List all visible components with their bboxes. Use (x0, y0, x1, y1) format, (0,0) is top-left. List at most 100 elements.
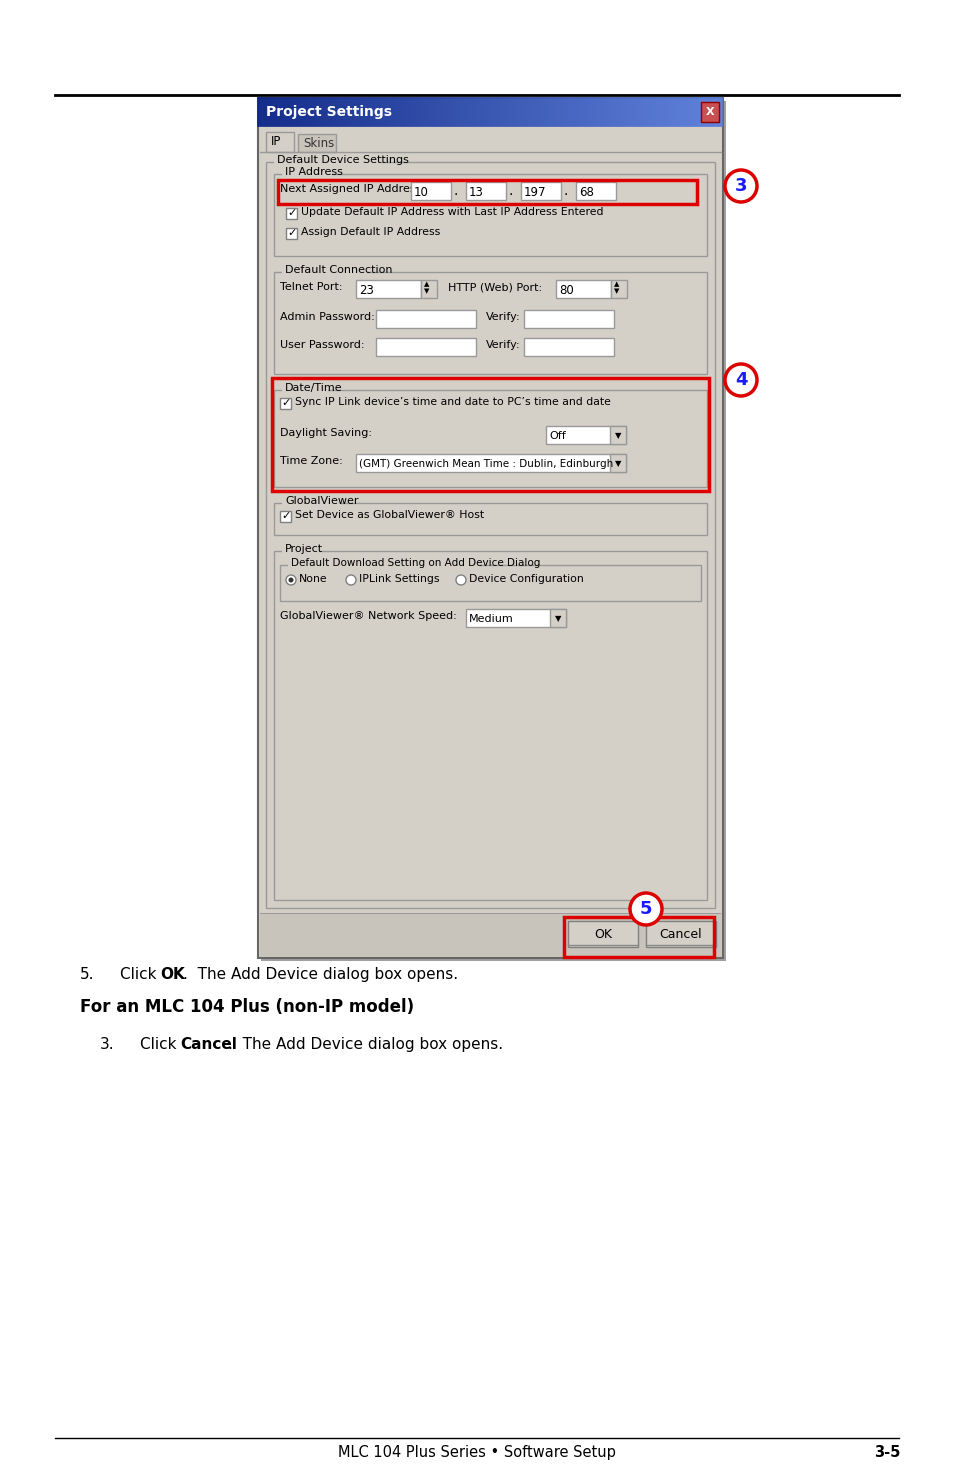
Text: Skins: Skins (303, 137, 334, 150)
Text: Verify:: Verify: (485, 313, 520, 322)
Text: 10: 10 (414, 186, 429, 199)
Bar (610, 280, 626, 298)
Bar (563, 917, 713, 957)
Text: ✓: ✓ (287, 229, 296, 237)
Bar (465, 609, 565, 627)
Bar (282, 264, 367, 277)
Bar (266, 131, 294, 152)
Bar (411, 181, 451, 201)
Bar (282, 496, 340, 509)
Text: Medium: Medium (469, 614, 514, 624)
Text: Click: Click (120, 968, 161, 982)
Text: ▼: ▼ (615, 432, 620, 441)
Text: Time Zone:: Time Zone: (280, 456, 342, 466)
Bar (257, 97, 722, 957)
Bar (274, 153, 381, 168)
Bar (288, 558, 479, 571)
Text: .  The Add Device dialog box opens.: . The Add Device dialog box opens. (183, 968, 457, 982)
Text: GlobalViewer: GlobalViewer (285, 496, 358, 506)
Text: Cancel: Cancel (180, 1037, 236, 1052)
Bar (274, 389, 706, 487)
Bar (523, 310, 614, 327)
Bar (609, 454, 625, 472)
Text: None: None (298, 574, 327, 584)
Text: Device Configuration: Device Configuration (469, 574, 583, 584)
Bar (277, 180, 697, 204)
Text: X: X (705, 108, 714, 117)
Text: ✓: ✓ (287, 208, 296, 218)
Bar (550, 609, 565, 627)
Text: 197: 197 (523, 186, 546, 199)
Text: .: . (509, 184, 513, 198)
Text: ▲
▼: ▲ ▼ (423, 282, 429, 294)
Circle shape (724, 170, 757, 202)
Bar (261, 100, 725, 962)
Text: Verify:: Verify: (485, 341, 520, 350)
Bar (520, 181, 560, 201)
Text: Off: Off (548, 431, 565, 441)
Text: Set Device as GlobalViewer® Host: Set Device as GlobalViewer® Host (294, 510, 483, 521)
Text: 80: 80 (558, 283, 573, 296)
Circle shape (629, 892, 661, 925)
Text: 3-5: 3-5 (873, 1446, 900, 1460)
Bar (282, 167, 332, 180)
Text: (GMT) Greenwich Mean Time : Dublin, Edinburgh: (GMT) Greenwich Mean Time : Dublin, Edin… (358, 459, 613, 469)
Text: Default Connection: Default Connection (285, 266, 392, 274)
Text: ✓: ✓ (281, 398, 290, 409)
Text: ▲
▼: ▲ ▼ (614, 282, 618, 294)
Text: HTTP (Web) Port:: HTTP (Web) Port: (448, 282, 541, 292)
Bar (420, 280, 436, 298)
Text: Update Default IP Address with Last IP Address Entered: Update Default IP Address with Last IP A… (301, 207, 603, 217)
Text: .: . (454, 184, 457, 198)
Text: 3.: 3. (100, 1037, 114, 1052)
Text: GlobalViewer® Network Speed:: GlobalViewer® Network Speed: (280, 611, 456, 621)
Text: OK: OK (594, 928, 612, 941)
Text: .: . (563, 184, 568, 198)
Bar (700, 102, 719, 122)
Bar (609, 426, 625, 444)
Text: Project: Project (285, 544, 323, 555)
Bar (375, 338, 476, 355)
Text: 4: 4 (734, 372, 746, 389)
Text: Telnet Port:: Telnet Port: (280, 282, 342, 292)
Bar (375, 310, 476, 327)
Bar (576, 181, 616, 201)
Bar (297, 134, 335, 152)
Circle shape (724, 364, 757, 395)
Text: 5.: 5. (80, 968, 94, 982)
Text: ▼: ▼ (615, 460, 620, 469)
Text: Next Assigned IP Address:: Next Assigned IP Address: (280, 184, 424, 195)
Text: Admin Password:: Admin Password: (280, 313, 375, 322)
Bar (266, 162, 714, 909)
Bar (567, 920, 638, 947)
Bar (465, 181, 505, 201)
Bar (274, 271, 706, 375)
Text: Daylight Saving:: Daylight Saving: (280, 428, 372, 438)
Text: .  The Add Device dialog box opens.: . The Add Device dialog box opens. (228, 1037, 502, 1052)
Bar (280, 510, 291, 522)
Bar (282, 543, 318, 558)
Text: Click: Click (140, 1037, 181, 1052)
Circle shape (286, 575, 295, 586)
Text: OK: OK (160, 968, 185, 982)
Bar (274, 503, 706, 535)
Bar (274, 174, 706, 257)
Bar (260, 914, 720, 957)
Circle shape (346, 575, 355, 586)
Text: ▼: ▼ (555, 615, 561, 624)
Circle shape (288, 578, 294, 583)
Bar (545, 426, 625, 444)
Text: Sync IP Link device’s time and date to PC’s time and date: Sync IP Link device’s time and date to P… (294, 397, 610, 407)
Bar (280, 565, 700, 600)
Bar (645, 920, 716, 947)
Text: Project Settings: Project Settings (266, 105, 392, 119)
Text: IP Address: IP Address (285, 167, 342, 177)
Bar (286, 208, 296, 218)
Text: 23: 23 (358, 283, 374, 296)
Text: Cancel: Cancel (659, 928, 701, 941)
Text: 3: 3 (734, 177, 746, 195)
Bar (274, 552, 706, 900)
Text: ✓: ✓ (281, 510, 290, 521)
Bar (286, 229, 296, 239)
Text: For an MLC 104 Plus (non-IP model): For an MLC 104 Plus (non-IP model) (80, 999, 414, 1016)
